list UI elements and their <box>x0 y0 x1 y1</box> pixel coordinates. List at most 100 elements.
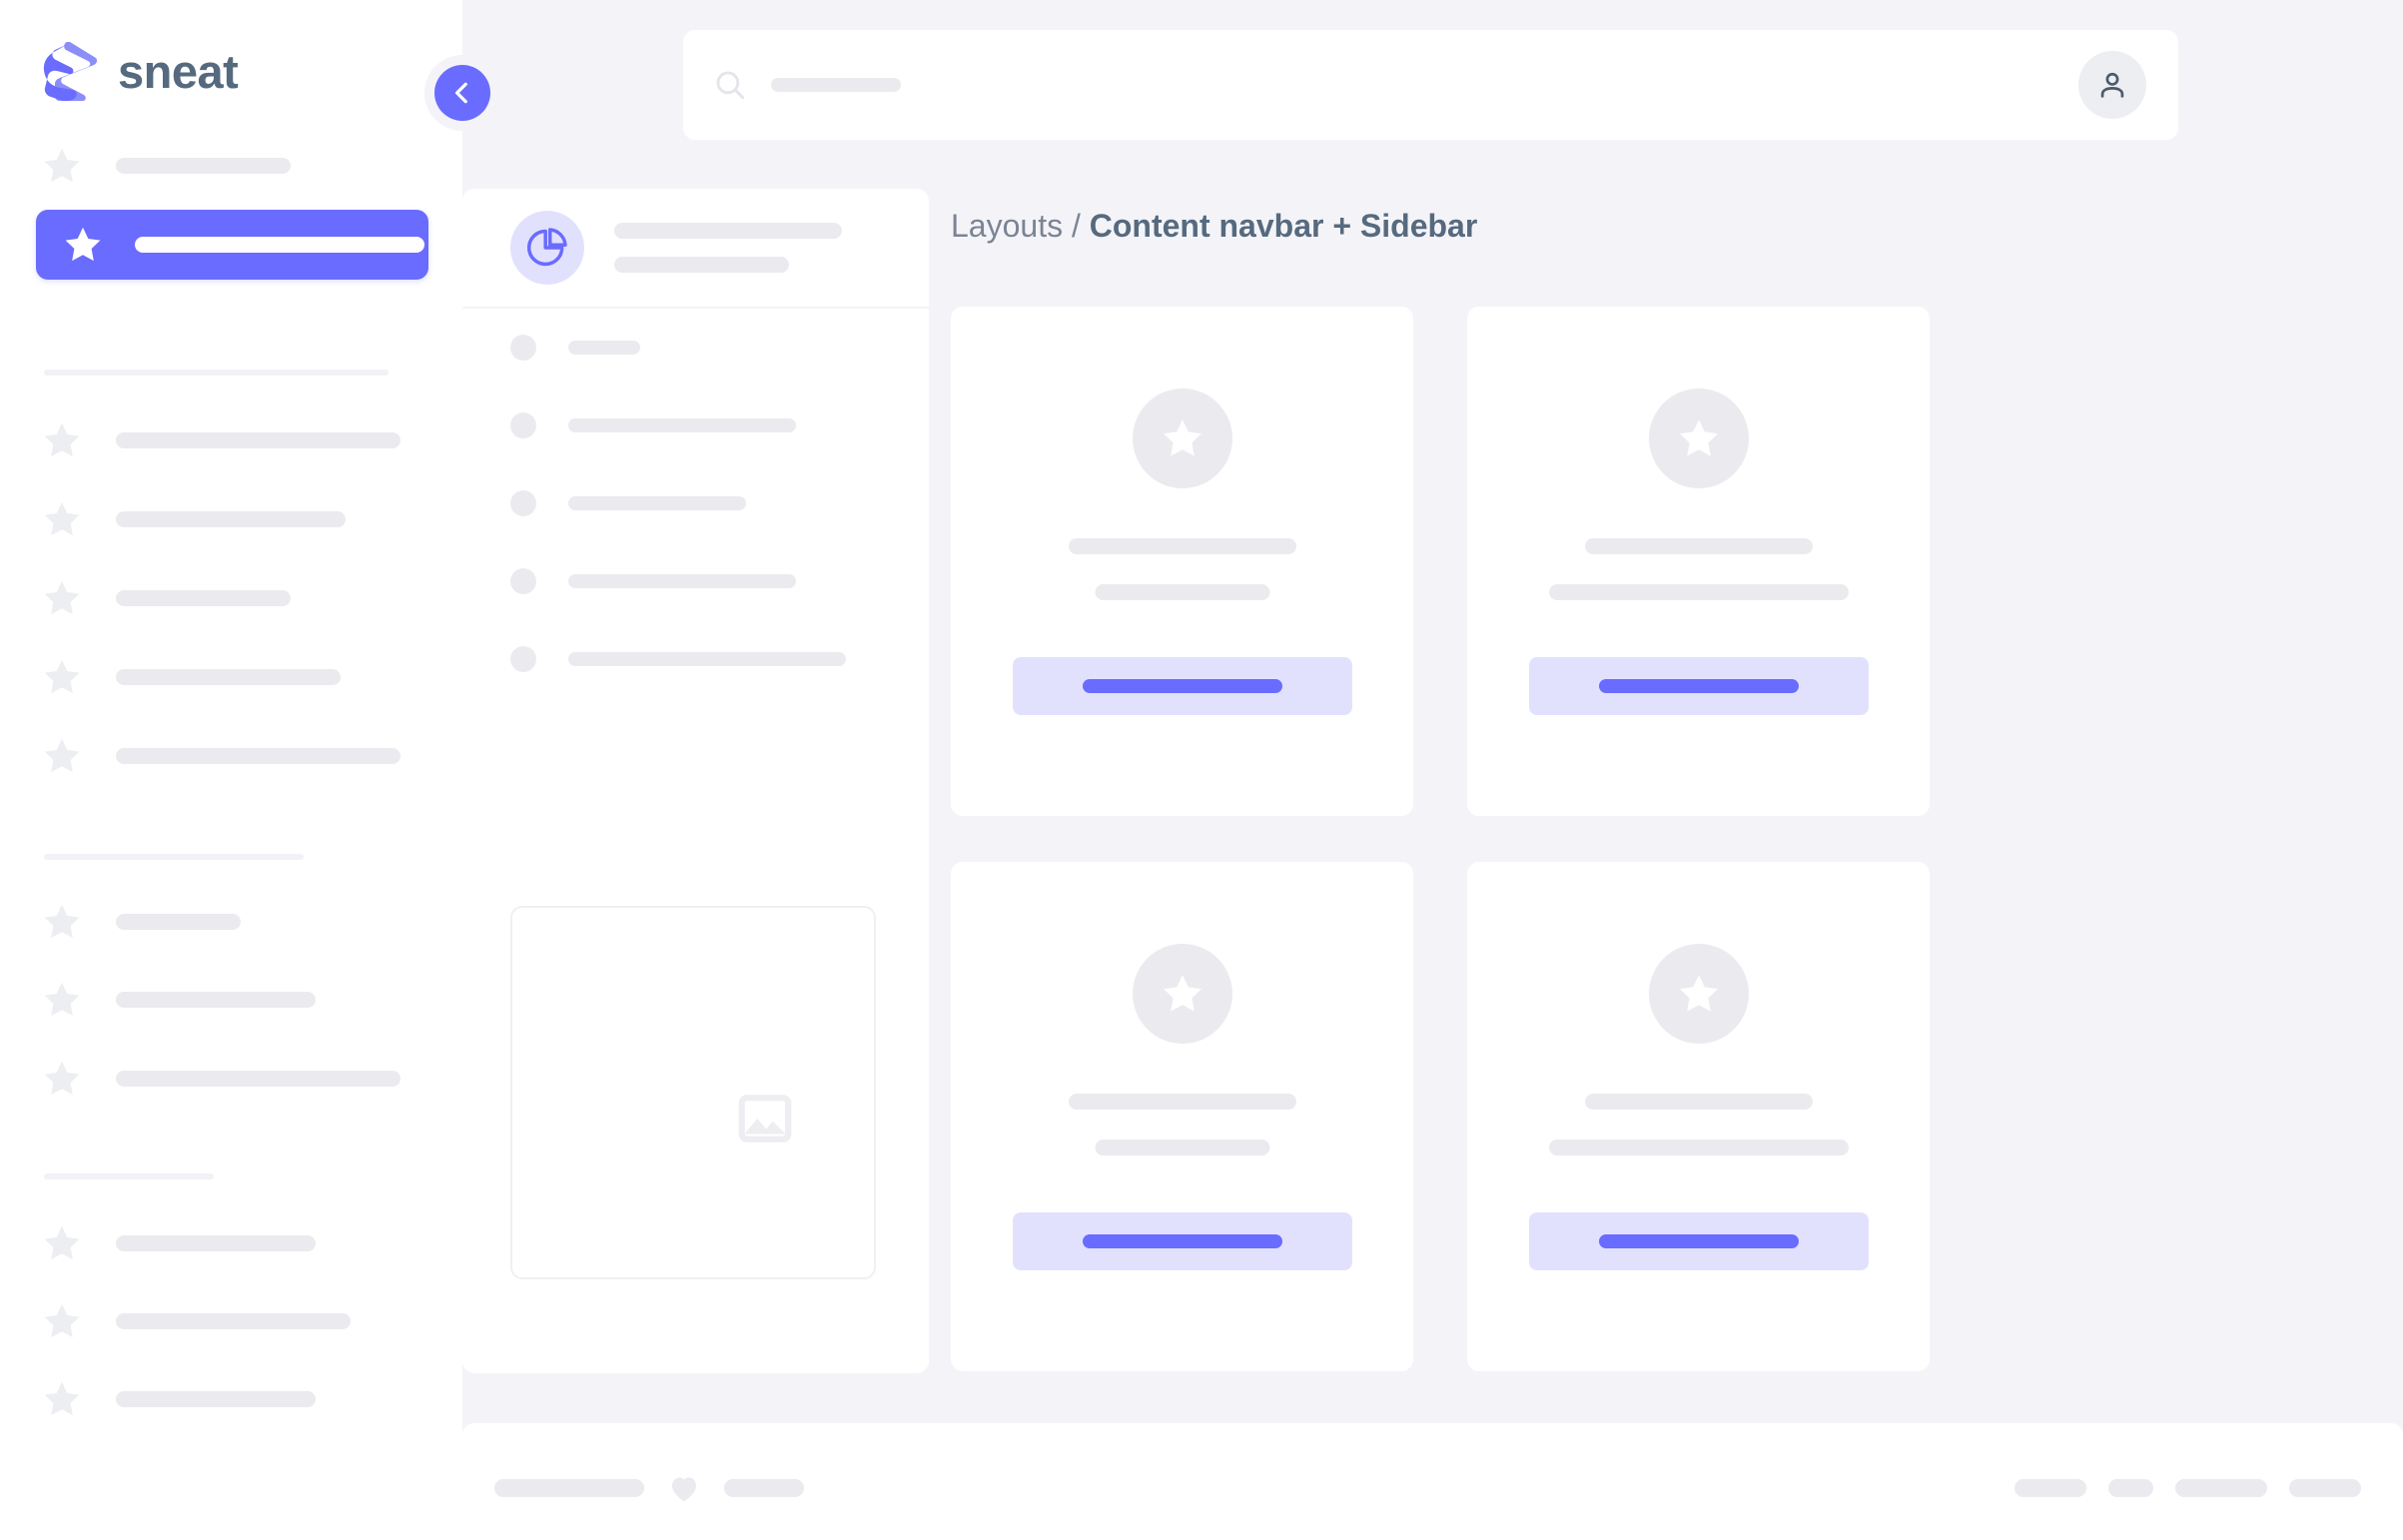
list-item-label <box>568 341 640 355</box>
card-text-bar <box>1068 538 1296 554</box>
bullet-dot-icon <box>510 490 536 516</box>
search-icon[interactable] <box>713 68 747 102</box>
star-icon <box>1159 970 1206 1018</box>
sidebar-divider <box>44 854 304 860</box>
sidebar-item[interactable] <box>40 565 291 631</box>
breadcrumb: Layouts / Content navbar + Sidebar <box>951 208 1477 245</box>
list-item-label <box>568 496 746 510</box>
star-icon <box>61 223 105 267</box>
star-icon <box>40 734 84 778</box>
list-item[interactable] <box>462 309 929 386</box>
sidebar-collapse-button[interactable] <box>434 65 490 121</box>
card-avatar <box>1648 944 1749 1044</box>
card-text-bar <box>1548 584 1849 600</box>
content-navbar-header-bars <box>614 223 842 273</box>
sidebar-item[interactable] <box>40 889 241 955</box>
sidebar-item-label <box>116 590 291 606</box>
star-icon <box>1675 414 1723 462</box>
card-action-button-label <box>1082 679 1282 693</box>
footer-link[interactable] <box>2175 1479 2267 1497</box>
sidebar-item-label <box>116 511 346 527</box>
breadcrumb-parent[interactable]: Layouts <box>951 208 1064 244</box>
sidebar-divider <box>44 1173 214 1179</box>
card-text-bar <box>1095 1140 1269 1155</box>
sneat-logo-icon <box>40 40 98 102</box>
content-navbar-header <box>462 189 929 309</box>
footer-link[interactable] <box>2289 1479 2361 1497</box>
sidebar-item[interactable] <box>40 1288 351 1354</box>
sidebar-item[interactable] <box>40 1046 400 1112</box>
sidebar-item-active[interactable] <box>36 210 428 280</box>
bullet-dot-icon <box>510 568 536 594</box>
card-avatar <box>1132 388 1232 488</box>
card-action-button[interactable] <box>1012 657 1352 715</box>
list-item[interactable] <box>462 542 929 620</box>
list-item[interactable] <box>462 620 929 698</box>
sidebar-item[interactable] <box>40 1210 316 1276</box>
sidebar-item[interactable] <box>40 1366 316 1432</box>
list-item-label <box>568 418 796 432</box>
list-item[interactable] <box>462 464 929 542</box>
footer-link[interactable] <box>2108 1479 2153 1497</box>
content-card <box>1467 307 1930 816</box>
list-item[interactable] <box>462 386 929 464</box>
card-action-button-label <box>1598 679 1799 693</box>
search-input[interactable] <box>771 78 901 92</box>
sidebar-item-label <box>135 237 424 253</box>
card-text-bar <box>1068 1094 1296 1110</box>
card-avatar <box>1132 944 1232 1044</box>
sidebar-divider <box>44 370 389 376</box>
bullet-dot-icon <box>510 646 536 672</box>
card-action-button-label <box>1598 1234 1799 1248</box>
main-area: Layouts / Content navbar + Sidebar <box>462 0 2403 1540</box>
star-icon <box>40 655 84 699</box>
sidebar: sneat <box>0 0 500 1540</box>
sidebar-item[interactable] <box>40 407 400 473</box>
footer-link[interactable] <box>494 1479 644 1497</box>
card-action-button[interactable] <box>1528 1212 1869 1270</box>
breadcrumb-separator: / <box>1071 208 1081 244</box>
search-bar <box>683 30 2178 140</box>
star-icon <box>40 1221 84 1265</box>
star-icon <box>40 1057 84 1101</box>
brand[interactable]: sneat <box>40 40 239 102</box>
sidebar-item-label <box>116 1313 351 1329</box>
star-icon <box>40 418 84 462</box>
heart-icon <box>666 1470 702 1506</box>
star-icon <box>40 1299 84 1343</box>
breadcrumb-current: Content navbar + Sidebar <box>1089 208 1478 244</box>
content-navbar-header-bar <box>614 223 842 239</box>
footer-link[interactable] <box>724 1479 804 1497</box>
bullet-dot-icon <box>510 335 536 361</box>
card-avatar <box>1648 388 1749 488</box>
footer-right-group <box>2014 1479 2361 1497</box>
content-card <box>1467 862 1930 1371</box>
star-icon <box>40 497 84 541</box>
sidebar-item-label <box>116 432 400 448</box>
bullet-dot-icon <box>510 412 536 438</box>
content-card <box>951 307 1413 816</box>
card-text-bar <box>1548 1140 1849 1155</box>
sidebar-item[interactable] <box>40 967 316 1033</box>
image-placeholder <box>510 906 876 1279</box>
content-navbar-panel <box>462 189 929 1373</box>
star-icon <box>40 576 84 620</box>
chevron-left-icon <box>449 80 475 106</box>
avatar[interactable] <box>2078 51 2146 119</box>
card-action-button[interactable] <box>1528 657 1869 715</box>
sidebar-item[interactable] <box>40 723 400 789</box>
footer-left-group <box>494 1470 804 1506</box>
sidebar-item[interactable] <box>40 644 341 710</box>
sidebar-item[interactable] <box>40 133 291 199</box>
content-navbar-header-bar <box>614 257 789 273</box>
sidebar-item-label <box>116 1071 400 1087</box>
brand-name: sneat <box>118 44 239 98</box>
star-icon <box>40 1377 84 1421</box>
content-navbar-list <box>462 309 929 698</box>
star-icon <box>40 978 84 1022</box>
sidebar-item[interactable] <box>40 486 346 552</box>
footer-link[interactable] <box>2014 1479 2086 1497</box>
sidebar-item-label <box>116 992 316 1008</box>
card-action-button[interactable] <box>1012 1212 1352 1270</box>
